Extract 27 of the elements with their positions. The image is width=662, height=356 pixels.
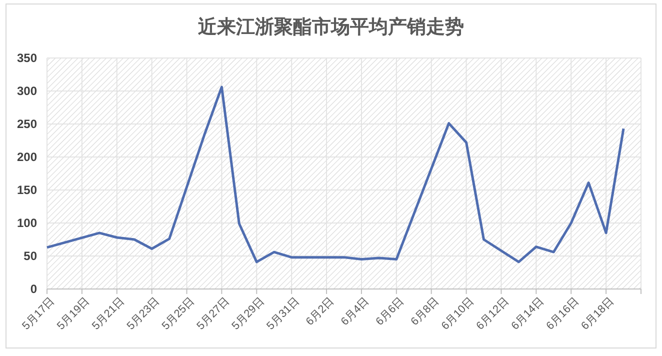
y-tick-label: 250 bbox=[16, 116, 38, 131]
y-tick-label: 350 bbox=[16, 50, 38, 65]
y-tick-label: 50 bbox=[24, 248, 38, 263]
x-tick-label: 5月21日 bbox=[90, 295, 127, 332]
x-tick-label: 5月25日 bbox=[160, 295, 197, 332]
chart-title: 近来江浙聚酯市场平均产销走势 bbox=[197, 16, 464, 38]
x-tick-label: 6月18日 bbox=[579, 295, 616, 332]
x-tick-label: 6月12日 bbox=[474, 295, 512, 332]
x-tick-label: 6月4日 bbox=[338, 295, 372, 328]
x-tick-label: 5月27日 bbox=[194, 295, 232, 332]
y-tick-label: 150 bbox=[16, 182, 38, 197]
x-tick-label: 6月2日 bbox=[304, 295, 337, 328]
x-tick-label: 6月16日 bbox=[544, 295, 582, 332]
y-tick-label: 100 bbox=[16, 216, 38, 230]
y-tick-label: 200 bbox=[16, 150, 38, 164]
x-tick-label: 5月17日 bbox=[20, 295, 58, 332]
x-tick-label: 5月31日 bbox=[264, 295, 302, 332]
y-tick-label: 300 bbox=[16, 84, 38, 98]
x-tick-label: 5月19日 bbox=[55, 295, 92, 332]
x-tick-label: 6月14日 bbox=[509, 295, 546, 332]
x-tick-label: 5月23日 bbox=[124, 295, 162, 332]
x-tick-label: 6月10日 bbox=[439, 295, 476, 332]
y-tick-label: 0 bbox=[30, 282, 38, 296]
line-series bbox=[46, 86, 625, 264]
x-tick-label: 5月29日 bbox=[230, 295, 267, 332]
x-tick-label: 6月6日 bbox=[374, 295, 407, 328]
x-tick-label: 6月8日 bbox=[408, 295, 442, 328]
